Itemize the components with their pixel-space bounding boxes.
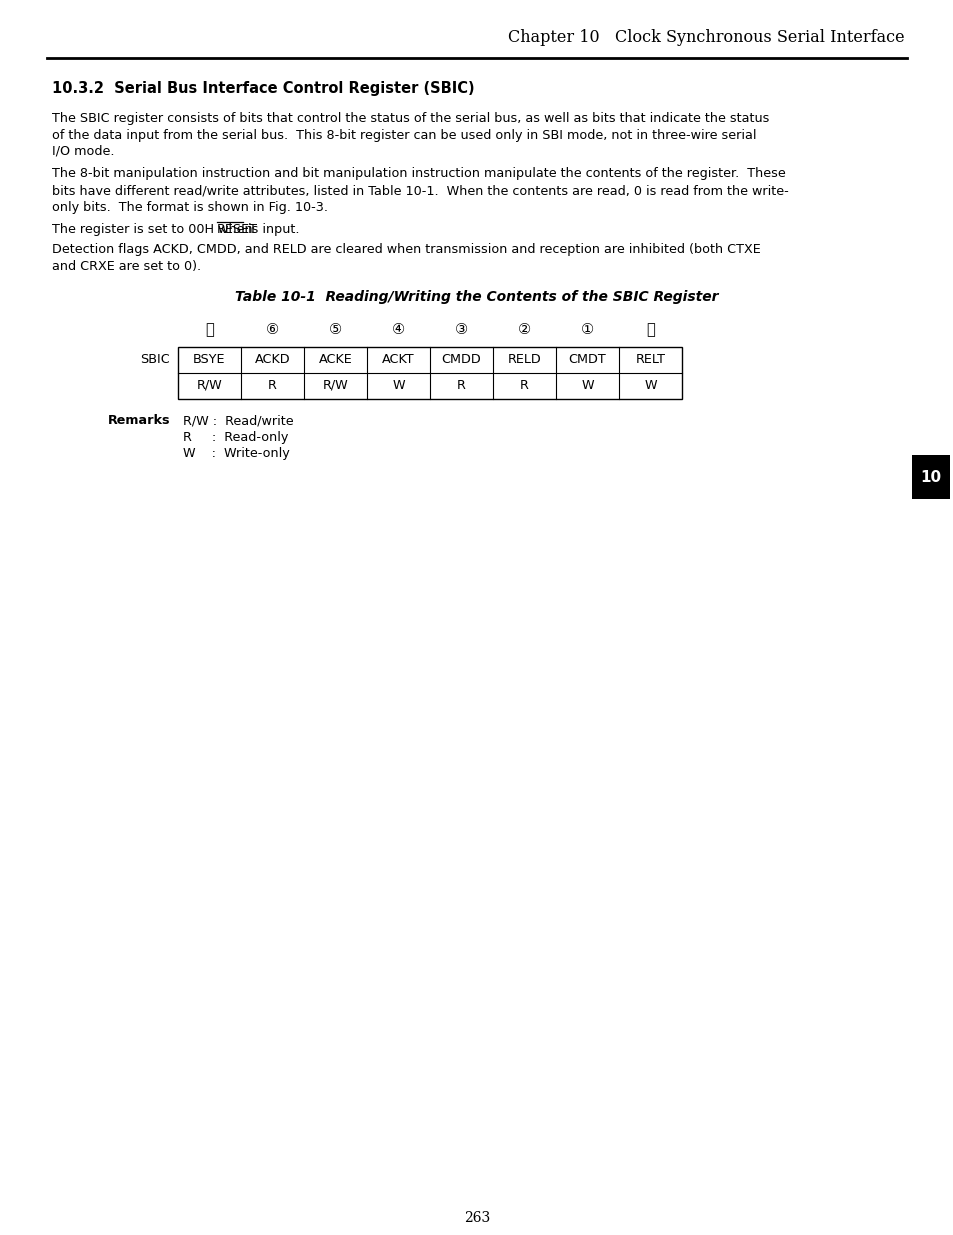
Text: ②: ②: [517, 322, 531, 337]
Text: SBIC: SBIC: [140, 353, 170, 366]
Text: ①: ①: [580, 322, 594, 337]
Text: ⑤: ⑤: [329, 322, 342, 337]
Text: ACKT: ACKT: [382, 353, 415, 366]
Text: only bits.  The format is shown in Fig. 10-3.: only bits. The format is shown in Fig. 1…: [52, 200, 328, 214]
Text: RELT: RELT: [635, 353, 665, 366]
Bar: [911, 454, 949, 499]
Text: R/W: R/W: [322, 379, 348, 391]
Text: W: W: [580, 379, 593, 391]
Text: R: R: [456, 379, 465, 391]
Text: I/O mode.: I/O mode.: [52, 144, 114, 158]
Text: and CRXE are set to 0).: and CRXE are set to 0).: [52, 261, 201, 273]
Text: R: R: [519, 379, 528, 391]
Text: ③: ③: [455, 322, 468, 337]
Text: W: W: [392, 379, 404, 391]
Text: ④: ④: [392, 322, 405, 337]
Text: ACKD: ACKD: [254, 353, 290, 366]
Text: R     :  Read-only: R : Read-only: [183, 431, 288, 445]
Text: W: W: [643, 379, 656, 391]
Text: CMDT: CMDT: [568, 353, 606, 366]
Text: bits have different read/write attributes, listed in Table 10-1.  When the conte: bits have different read/write attribute…: [52, 184, 788, 198]
Text: Remarks: Remarks: [108, 415, 170, 427]
Text: The 8-bit manipulation instruction and bit manipulation instruction manipulate t: The 8-bit manipulation instruction and b…: [52, 168, 785, 180]
Text: ⑥: ⑥: [266, 322, 279, 337]
Text: is input.: is input.: [243, 224, 298, 236]
Text: Chapter 10   Clock Synchronous Serial Interface: Chapter 10 Clock Synchronous Serial Inte…: [508, 30, 904, 47]
Text: 263: 263: [463, 1212, 490, 1225]
Text: R/W: R/W: [196, 379, 222, 391]
Bar: [178, 347, 681, 399]
Text: The register is set to 00H when: The register is set to 00H when: [52, 224, 256, 236]
Text: R: R: [268, 379, 276, 391]
Text: R/W :  Read/write: R/W : Read/write: [183, 415, 294, 427]
Text: Detection flags ACKD, CMDD, and RELD are cleared when transmission and reception: Detection flags ACKD, CMDD, and RELD are…: [52, 243, 760, 257]
Text: CMDD: CMDD: [441, 353, 481, 366]
Text: The SBIC register consists of bits that control the status of the serial bus, as: The SBIC register consists of bits that …: [52, 112, 768, 125]
Text: Table 10-1  Reading/Writing the Contents of the SBIC Register: Table 10-1 Reading/Writing the Contents …: [235, 290, 718, 305]
Text: RESET: RESET: [216, 224, 257, 236]
Text: 10.3.2  Serial Bus Interface Control Register (SBIC): 10.3.2 Serial Bus Interface Control Regi…: [52, 80, 475, 95]
Text: Ⓒ: Ⓒ: [205, 322, 213, 337]
Text: ACKE: ACKE: [318, 353, 352, 366]
Text: ⓿: ⓿: [645, 322, 654, 337]
Text: RELD: RELD: [507, 353, 540, 366]
Text: W    :  Write-only: W : Write-only: [183, 447, 290, 461]
Text: BSYE: BSYE: [193, 353, 226, 366]
Text: of the data input from the serial bus.  This 8-bit register can be used only in : of the data input from the serial bus. T…: [52, 128, 756, 142]
Text: 10: 10: [920, 469, 941, 484]
